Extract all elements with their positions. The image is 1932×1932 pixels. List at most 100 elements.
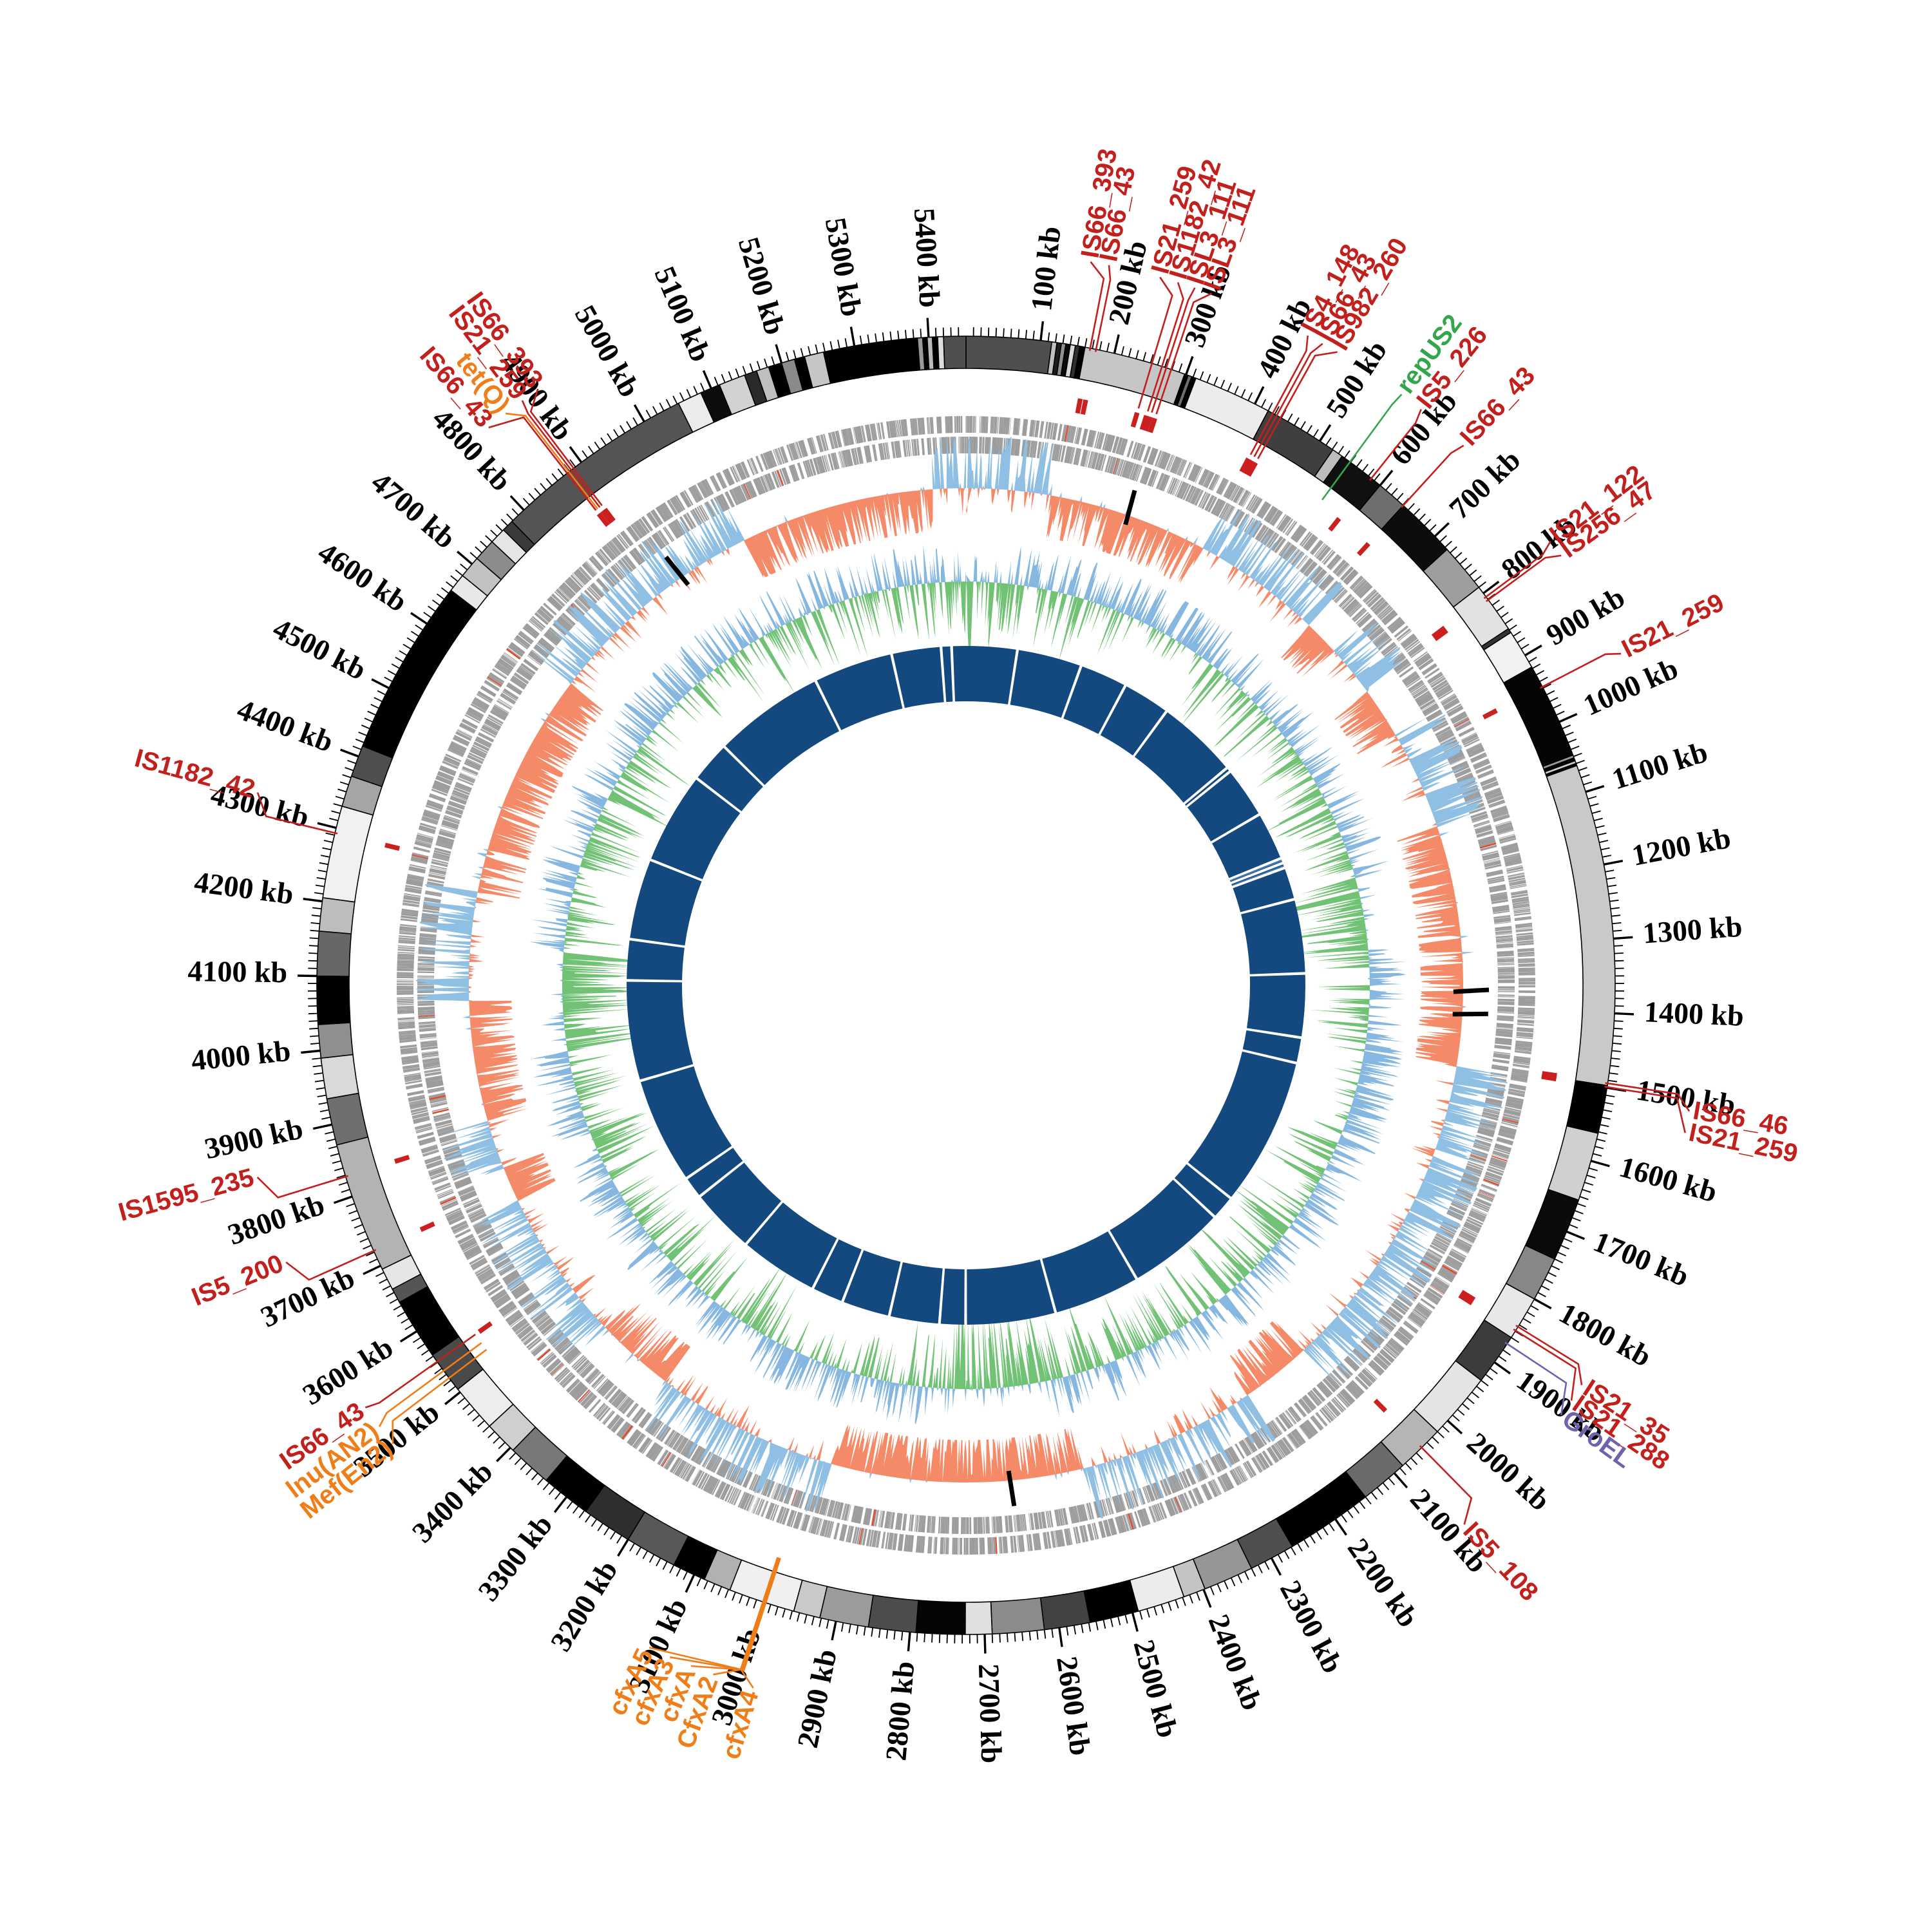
minor-tick <box>1055 333 1057 343</box>
alignment-segment <box>1241 900 1305 974</box>
kb-tick-label: 3300 kb <box>471 1508 558 1607</box>
is-element-mark <box>477 1321 493 1334</box>
alignment-segment <box>1110 1179 1214 1278</box>
minor-tick <box>620 425 625 433</box>
alignment-segment <box>687 1148 743 1195</box>
minor-tick <box>490 529 498 537</box>
gene-leader-line <box>1539 652 1622 689</box>
minor-tick <box>1322 1527 1329 1536</box>
minor-tick <box>1551 1265 1560 1271</box>
minor-tick <box>366 1251 375 1257</box>
minor-tick <box>859 336 862 345</box>
minor-tick <box>1007 1633 1009 1642</box>
minor-tick <box>355 738 365 743</box>
is-element-mark <box>1434 628 1448 641</box>
kb-tick-label: 2600 kb <box>1050 1654 1097 1757</box>
minor-tick <box>431 599 440 606</box>
minor-tick <box>1374 473 1381 481</box>
minor-tick <box>1584 1182 1594 1186</box>
minor-tick <box>1227 383 1232 392</box>
kb-tick-label: 2700 kb <box>972 1663 1008 1764</box>
minor-tick <box>1586 1175 1596 1179</box>
kb-tick-label: 4700 kb <box>365 466 462 555</box>
minor-tick <box>374 697 383 703</box>
minor-tick <box>837 339 840 349</box>
minor-tick <box>1496 605 1504 612</box>
contig-segment <box>316 975 351 1025</box>
minor-tick <box>1600 847 1610 851</box>
is-element-mark <box>1239 457 1251 473</box>
alignment-segment <box>814 1239 862 1302</box>
minor-tick <box>402 643 412 650</box>
minor-tick <box>312 1057 321 1060</box>
minor-tick <box>587 446 594 454</box>
minor-tick <box>352 745 362 750</box>
minor-tick <box>1439 535 1447 542</box>
minor-tick <box>785 352 790 361</box>
minor-tick <box>1230 1577 1236 1587</box>
kb-tick-label: 500 kb <box>1320 334 1394 423</box>
major-tick <box>907 1632 911 1652</box>
major-tick <box>363 1264 381 1275</box>
minor-tick <box>1297 1543 1303 1552</box>
minor-tick <box>829 341 833 350</box>
minor-tick <box>905 330 907 339</box>
minor-tick <box>771 356 775 366</box>
minor-tick <box>457 1397 466 1405</box>
minor-tick <box>397 1311 406 1318</box>
minor-tick <box>1189 1594 1193 1604</box>
minor-tick <box>889 331 892 341</box>
minor-tick <box>1485 1374 1493 1381</box>
minor-tick <box>897 330 900 340</box>
minor-tick <box>1591 810 1601 814</box>
minor-tick <box>439 1374 447 1381</box>
gene-leader-line <box>1515 1325 1583 1386</box>
minor-tick <box>728 371 733 381</box>
minor-tick <box>696 1577 702 1587</box>
minor-tick <box>1070 336 1073 345</box>
minor-tick <box>1077 337 1080 346</box>
minor-tick <box>1073 1625 1076 1634</box>
minor-tick <box>1450 546 1457 554</box>
minor-tick <box>616 1535 623 1544</box>
minor-tick <box>1610 1065 1620 1068</box>
minor-tick <box>312 1065 322 1068</box>
alignment-segment-light <box>1231 865 1284 886</box>
minor-tick <box>542 1482 550 1490</box>
major-tick <box>333 1195 353 1204</box>
minor-tick <box>1359 1501 1366 1510</box>
minor-tick <box>348 1210 358 1215</box>
minor-tick <box>863 1626 866 1636</box>
gene-leader-line <box>392 1349 488 1444</box>
kb-tick-label: 100 kb <box>1025 225 1067 313</box>
kb-tick-label: 3200 kb <box>544 1555 624 1657</box>
minor-tick <box>1175 1599 1179 1609</box>
minor-tick <box>1182 1596 1186 1606</box>
minor-tick <box>1454 552 1463 559</box>
minor-tick <box>800 348 804 357</box>
minor-tick <box>368 1258 378 1264</box>
minor-tick <box>531 1472 538 1481</box>
minor-tick <box>320 855 330 858</box>
minor-tick <box>710 1583 715 1593</box>
major-tick <box>1113 334 1120 354</box>
kb-tick-label: 4100 kb <box>187 954 287 989</box>
minor-tick <box>1597 832 1607 836</box>
minor-tick <box>1309 1535 1316 1544</box>
minor-tick <box>321 1116 331 1120</box>
gene-leader-line <box>1253 343 1323 457</box>
minor-tick <box>443 1379 451 1387</box>
minor-tick <box>1121 346 1124 355</box>
minor-tick <box>1142 352 1147 361</box>
minor-tick <box>875 333 877 343</box>
gene-leader-line <box>1513 1328 1577 1401</box>
contig-segment <box>1184 377 1269 440</box>
kb-tick-label: 1400 kb <box>1643 995 1745 1032</box>
minor-tick <box>326 1138 336 1142</box>
minor-tick <box>1537 1292 1546 1298</box>
minor-tick <box>1095 1621 1099 1631</box>
alignment-segment <box>942 646 953 703</box>
minor-tick <box>749 363 754 373</box>
major-tick <box>849 327 856 346</box>
minor-tick <box>1418 513 1426 521</box>
